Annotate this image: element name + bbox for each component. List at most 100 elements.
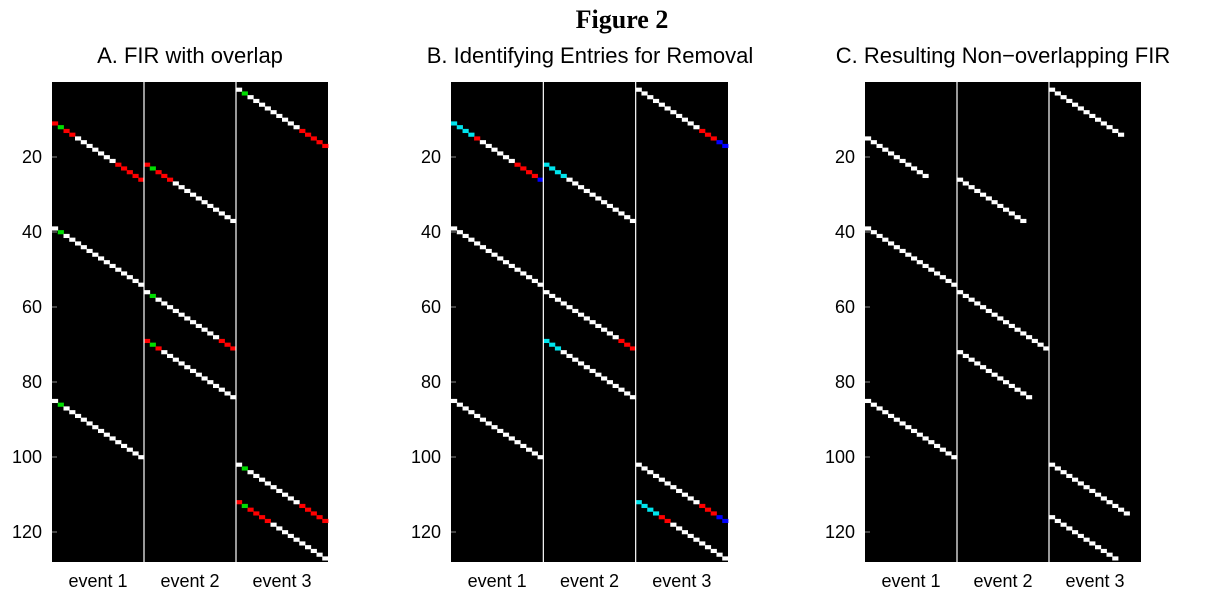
cell-white — [658, 102, 665, 107]
cell-white — [195, 372, 202, 377]
cell-white — [293, 500, 300, 505]
cell-white — [75, 136, 82, 141]
cell-white — [184, 316, 191, 321]
cell-white — [899, 248, 906, 254]
cell-white — [583, 316, 590, 321]
cell-white — [1060, 470, 1067, 475]
cell-white — [1014, 215, 1021, 220]
diagonal — [144, 162, 237, 224]
y-tick-label: 100 — [12, 447, 42, 467]
cell-white — [514, 267, 521, 272]
cell-white — [928, 440, 935, 445]
cell-white — [207, 203, 214, 209]
cell-white — [635, 87, 642, 92]
cell-white — [218, 387, 225, 392]
cell-red — [236, 500, 243, 505]
cell-white — [572, 357, 579, 362]
cell-white — [670, 485, 677, 490]
cell-white — [259, 477, 266, 482]
diagonal — [451, 226, 544, 287]
cell-red — [69, 132, 76, 137]
cell-white — [236, 87, 243, 92]
diagonal — [865, 226, 958, 287]
cell-white — [451, 226, 458, 231]
cell-white — [554, 297, 562, 302]
cell-white — [916, 432, 923, 437]
cell-white — [224, 391, 231, 396]
cell-white — [138, 282, 145, 287]
diagonal — [957, 177, 1027, 224]
y-tick-label: 20 — [22, 147, 42, 167]
cell-white — [652, 473, 660, 479]
y-tick-label: 40 — [835, 222, 855, 242]
cell-cyan — [560, 173, 567, 179]
cell-white — [1100, 496, 1107, 501]
cell-white — [1089, 488, 1096, 494]
cell-white — [80, 417, 87, 422]
cell-white — [1003, 320, 1010, 325]
cell-white — [670, 110, 677, 115]
x-tick-label: event 3 — [1065, 571, 1124, 591]
cell-white — [1003, 380, 1010, 385]
cell-white — [980, 305, 987, 310]
cell-cyan — [641, 503, 648, 509]
cell-white — [270, 110, 277, 115]
cell-red — [520, 166, 527, 171]
cell-cyan — [451, 121, 458, 126]
cell-red — [132, 173, 139, 179]
cell-white — [1054, 91, 1061, 96]
diagonal — [236, 500, 329, 561]
cell-red — [115, 162, 122, 167]
panel-title: C. Resulting Non−overlapping FIR — [836, 43, 1170, 68]
cell-white — [882, 237, 889, 242]
cell-white — [583, 365, 590, 370]
panel-title: B. Identifying Entries for Removal — [427, 43, 753, 68]
cell-white — [230, 395, 237, 400]
cell-white — [213, 335, 220, 340]
cell-red — [253, 511, 260, 516]
cell-white — [1014, 387, 1021, 392]
cell-white — [115, 440, 122, 445]
cell-white — [1072, 530, 1079, 535]
cell-white — [103, 155, 110, 160]
cell-white — [572, 308, 579, 314]
cell-white — [195, 196, 202, 201]
cell-white — [75, 241, 82, 246]
cell-cyan — [554, 346, 562, 351]
cell-white — [172, 357, 179, 362]
cell-white — [612, 383, 619, 389]
cell-white — [543, 290, 550, 295]
cell-white — [103, 432, 110, 437]
cell-white — [497, 256, 504, 261]
y-tick-label: 120 — [825, 522, 855, 542]
cell-white — [451, 398, 458, 404]
diagonal — [543, 162, 637, 224]
diagonal — [52, 121, 145, 182]
cell-white — [974, 188, 981, 194]
y-tick-label: 40 — [22, 222, 42, 242]
cell-white — [945, 451, 952, 456]
cell-white — [629, 218, 637, 224]
cell-white — [259, 102, 266, 107]
cell-white — [172, 181, 179, 186]
x-tick-label: event 3 — [252, 571, 311, 591]
cell-white — [1066, 473, 1073, 479]
cell-white — [178, 312, 185, 317]
cell-white — [991, 312, 998, 317]
cell-white — [69, 237, 76, 242]
cell-white — [109, 263, 116, 269]
cell-white — [167, 305, 174, 310]
cell-red — [155, 346, 162, 351]
cell-white — [612, 207, 619, 212]
cell-white — [1037, 342, 1044, 347]
cell-white — [1020, 391, 1027, 396]
cell-red — [664, 518, 671, 524]
cell-white — [905, 162, 912, 167]
cell-white — [566, 353, 573, 359]
cell-white — [687, 496, 694, 501]
cell-red — [161, 173, 168, 179]
cell-green — [241, 91, 248, 96]
cell-white — [681, 117, 688, 122]
cell-white — [612, 335, 619, 340]
cell-red — [52, 121, 59, 126]
